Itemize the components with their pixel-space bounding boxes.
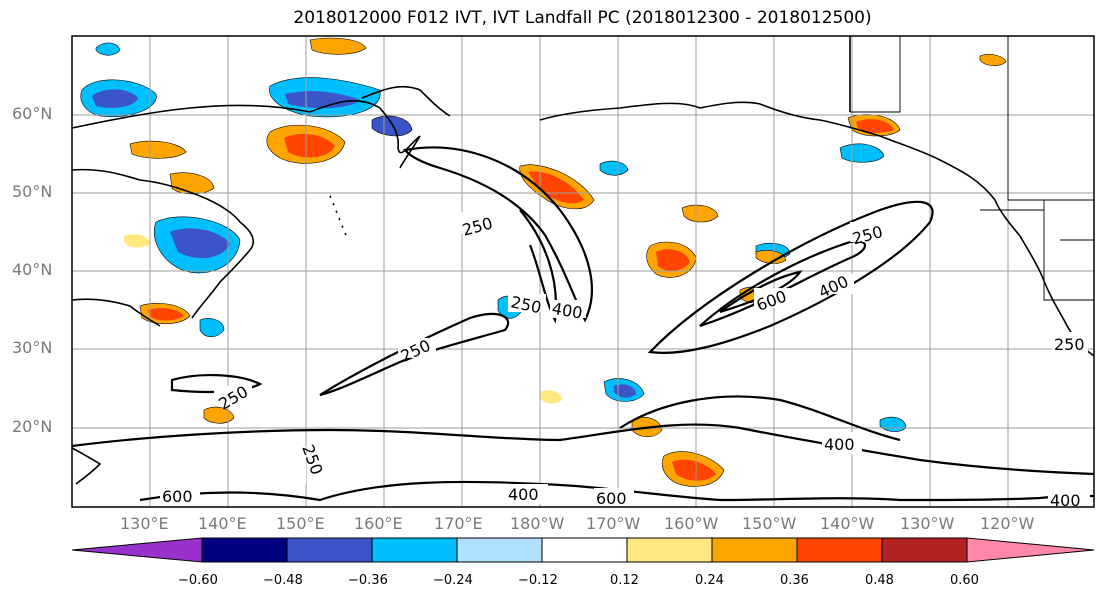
colorbar-tick-label: −0.12 bbox=[518, 573, 558, 588]
colorbar-segment bbox=[371, 537, 458, 563]
positive-anomaly-patch bbox=[528, 171, 584, 204]
contour-label: 400 bbox=[508, 485, 539, 504]
colorbar-extend-right bbox=[966, 537, 1095, 563]
positive-anomaly-patch bbox=[755, 250, 787, 264]
lat-label: 20°N bbox=[12, 417, 53, 436]
colorbar-tick-label: −0.60 bbox=[178, 573, 218, 588]
contour-label-group: 250 250 400 250 250 250 400 400 600 250 … bbox=[160, 212, 1090, 510]
lat-label: 40°N bbox=[12, 260, 53, 279]
colorbar-tick-label: −0.36 bbox=[348, 573, 388, 588]
contour-label: 250 bbox=[1054, 335, 1085, 354]
colorbar-tick-label: −0.24 bbox=[433, 573, 473, 588]
lon-label: 130°E bbox=[120, 514, 169, 533]
colorbar-tick-label: −0.48 bbox=[263, 573, 303, 588]
positive-anomaly-patch bbox=[124, 234, 150, 248]
lat-label: 60°N bbox=[12, 104, 53, 123]
positive-anomaly-patch bbox=[129, 140, 187, 159]
contour-label: 600 bbox=[162, 487, 193, 506]
colorbar-tick-label: 0.36 bbox=[780, 573, 809, 588]
lon-label: 180°W bbox=[510, 514, 565, 533]
lon-label: 160°W bbox=[664, 514, 719, 533]
colorbar-extend-left bbox=[71, 537, 203, 563]
colorbar-tick-label: 0.60 bbox=[950, 573, 979, 588]
lat-label: 50°N bbox=[12, 182, 53, 201]
negative-anomaly-patch bbox=[170, 228, 230, 259]
colorbar-segment bbox=[626, 537, 713, 563]
positive-anomaly-patch bbox=[148, 308, 184, 321]
negative-anomaly-patch bbox=[95, 42, 121, 56]
negative-anomaly-patch bbox=[92, 89, 138, 108]
colorbar-segment bbox=[201, 537, 288, 563]
positive-anomaly-patch bbox=[672, 459, 716, 481]
colorbar-segment bbox=[456, 537, 543, 563]
map-frame bbox=[71, 35, 1095, 508]
positive-anomaly-patch bbox=[203, 406, 235, 424]
colorbar-tick-label: 0.48 bbox=[865, 573, 894, 588]
lon-label: 170°E bbox=[434, 514, 483, 533]
lon-label: 140°E bbox=[198, 514, 247, 533]
lon-label: 160°E bbox=[354, 514, 403, 533]
positive-anomaly-patch bbox=[309, 37, 367, 55]
lon-label: 140°W bbox=[820, 514, 875, 533]
colorbar-segment bbox=[881, 537, 968, 563]
positive-anomaly-patch bbox=[540, 390, 562, 404]
colorbar bbox=[71, 537, 1095, 563]
colorbar-segment bbox=[541, 537, 628, 563]
contour-label: 400 bbox=[1050, 491, 1081, 510]
political-borders bbox=[850, 36, 1094, 301]
negative-anomaly-patch bbox=[614, 384, 636, 398]
ivt-anomaly-shading bbox=[80, 37, 1007, 487]
map-title: 2018012000 F012 IVT, IVT Landfall PC (20… bbox=[293, 8, 872, 28]
positive-anomaly-patch bbox=[681, 204, 719, 223]
lon-label: 150°W bbox=[742, 514, 797, 533]
colorbar-segment bbox=[796, 537, 883, 563]
coastlines bbox=[71, 36, 1095, 485]
lat-label: 30°N bbox=[12, 338, 53, 357]
lon-label: 150°E bbox=[276, 514, 325, 533]
contour-label: 400 bbox=[824, 435, 855, 454]
positive-anomaly-patch bbox=[169, 172, 215, 195]
colorbar-segment bbox=[286, 537, 373, 563]
contour-label: 600 bbox=[596, 489, 627, 508]
colorbar-tick-label: 0.12 bbox=[610, 573, 639, 588]
positive-anomaly-patch bbox=[979, 54, 1007, 66]
positive-anomaly-patch bbox=[856, 119, 894, 133]
positive-anomaly-patch bbox=[656, 249, 690, 271]
negative-anomaly-patch bbox=[371, 115, 413, 137]
negative-anomaly-patch bbox=[285, 91, 360, 109]
negative-anomaly-patch bbox=[599, 160, 629, 176]
lon-label: 170°W bbox=[586, 514, 641, 533]
lon-label: 130°W bbox=[900, 514, 955, 533]
negative-anomaly-patch bbox=[199, 318, 225, 338]
negative-anomaly-patch bbox=[839, 143, 885, 163]
positive-anomaly-patch bbox=[284, 133, 335, 158]
colorbar-tick-label: 0.24 bbox=[695, 573, 724, 588]
grid-lines bbox=[72, 36, 1094, 507]
negative-anomaly-patch bbox=[879, 416, 907, 432]
colorbar-segment bbox=[711, 537, 798, 563]
lon-label: 120°W bbox=[980, 514, 1035, 533]
